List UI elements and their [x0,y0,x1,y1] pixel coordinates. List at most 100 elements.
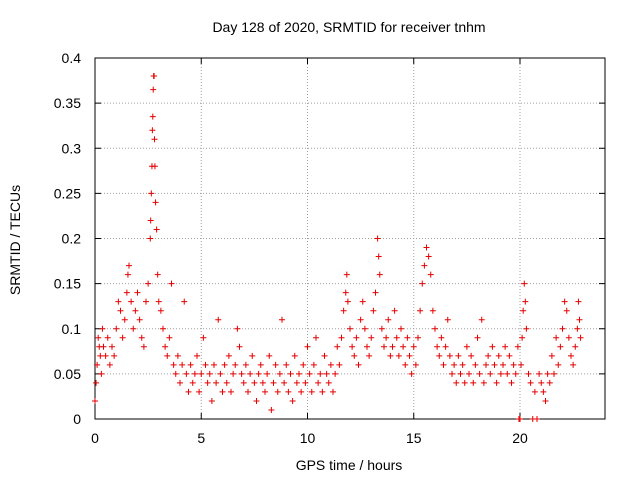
data-point [123,289,130,296]
data-point [317,370,324,377]
data-point [327,361,334,368]
data-point [149,113,156,120]
data-point [215,316,222,323]
data-point [274,388,281,395]
data-point [521,280,528,287]
data-point [398,325,404,332]
data-point [321,352,328,359]
data-point [148,190,155,197]
data-point [423,244,430,251]
data-point [245,388,251,395]
data-point [98,370,105,377]
data-point [157,307,164,314]
data-point [204,379,211,386]
data-point [323,370,330,377]
data-point [304,343,311,350]
data-point [306,370,313,377]
data-point [536,370,543,377]
x-tick-label: 20 [512,430,528,446]
data-point [145,280,152,287]
data-point [92,397,98,404]
data-point [440,361,447,368]
data-point [455,352,462,359]
data-point [577,334,584,341]
data-point [429,307,436,314]
data-point [338,334,345,341]
data-point [502,343,509,350]
data-point [221,361,228,368]
data-point [181,298,188,305]
data-point [576,316,583,323]
data-point [298,388,305,395]
data-point [434,343,441,350]
data-point [485,352,492,359]
data-point [332,370,339,377]
axis-ticks: 0 5 10 15 20 0 0.05 0.1 0.15 0.2 0.25 0.3 0.35 0.4 [54,50,605,446]
data-point [463,343,470,350]
data-point [104,334,111,341]
data-point [553,334,560,341]
data-point [249,352,256,359]
data-point [493,379,500,386]
data-point [551,370,557,377]
data-point [406,352,413,359]
data-point [276,370,283,377]
data-point [300,361,307,368]
data-point [376,271,383,278]
data-point [514,343,521,350]
data-point [117,307,124,314]
data-point [570,361,577,368]
data-point [138,334,145,341]
data-point [136,316,143,323]
data-point [425,253,432,260]
data-point [504,370,511,377]
data-point [121,316,128,323]
data-point [495,352,502,359]
data-point [347,325,353,332]
y-tick-label: 0.35 [54,95,81,111]
data-point [330,388,336,395]
data-point [208,397,215,404]
data-point [143,298,149,305]
data-point [340,307,347,314]
data-point [395,352,402,359]
data-point [99,325,106,332]
data-point [230,370,237,377]
data-point [238,370,245,377]
data-point [296,370,302,377]
data-point [389,343,396,350]
data-point [344,298,351,305]
data-point [251,379,258,386]
data-point [444,316,451,323]
data-point [544,370,551,377]
data-point [147,217,154,224]
data-point [534,416,540,422]
data-point [385,316,392,323]
data-point [198,370,205,377]
data-point [461,379,468,386]
data-points [92,73,584,422]
data-point [359,298,366,305]
data-point [542,397,549,404]
data-point [113,325,120,332]
data-point [255,370,262,377]
data-point [531,388,538,395]
data-point [253,397,260,404]
data-point [574,325,581,332]
data-point [183,370,190,377]
data-point [268,406,275,413]
data-point [150,86,157,93]
data-point [512,370,519,377]
data-point [95,334,102,341]
data-point [336,361,343,368]
data-point [568,352,574,359]
data-point [319,388,326,395]
data-point [548,352,555,359]
data-point [357,316,364,323]
data-point [557,343,564,350]
y-tick-label: 0.25 [54,185,81,201]
data-point [480,379,487,386]
data-point [152,199,159,206]
data-point [559,325,566,332]
data-point [166,334,173,341]
